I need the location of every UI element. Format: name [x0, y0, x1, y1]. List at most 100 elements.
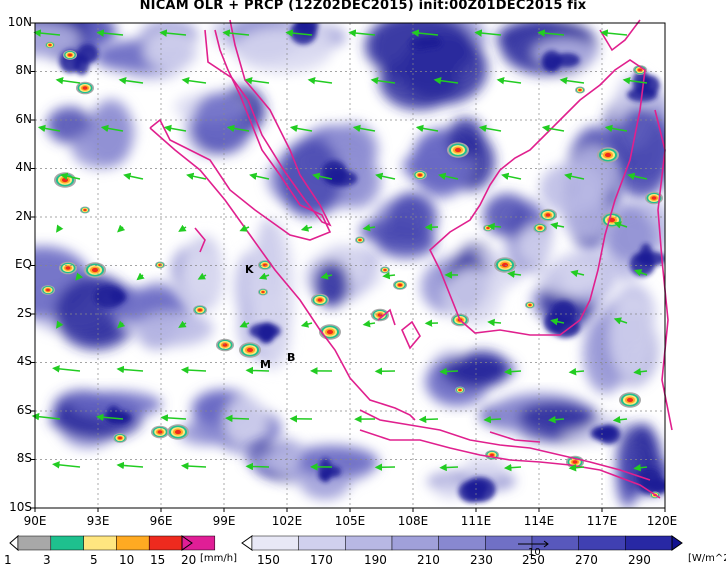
sumatra-east-coast	[149, 29, 332, 241]
wind-arrow	[163, 124, 187, 133]
wind-arrow	[375, 172, 396, 180]
x-tick-label: 114E	[523, 514, 555, 528]
wind-arrow	[300, 224, 313, 232]
x-tick-label: 108E	[397, 514, 429, 528]
wind-arrow	[96, 413, 124, 422]
wind-arrow	[503, 463, 522, 472]
y-tick-label: 8N	[15, 63, 32, 77]
x-tick-label: 102E	[271, 514, 303, 528]
wind-arrow	[312, 172, 333, 180]
bangka-island	[401, 320, 421, 350]
y-tick-label: 10N	[7, 15, 32, 29]
wind-arrow	[96, 29, 124, 37]
site-label-k: K	[245, 263, 254, 276]
wind-arrow	[633, 367, 648, 376]
precip-cell	[355, 236, 365, 244]
wind-arrow	[439, 463, 459, 472]
wind-arrow	[245, 366, 270, 375]
x-tick-label: 117E	[586, 514, 618, 528]
precip-tick: 5	[90, 553, 98, 567]
wind-arrow	[570, 269, 585, 278]
axis-ticks	[31, 22, 666, 512]
wind-arrow	[633, 463, 648, 472]
precip-cell	[380, 266, 390, 274]
vector-reference	[518, 540, 549, 548]
olr-tick: 210	[417, 553, 440, 567]
wind-arrow	[117, 320, 126, 329]
precip-cell	[54, 172, 76, 188]
wind-arrow	[600, 29, 628, 37]
wind-arrow	[612, 415, 628, 424]
wind-arrow	[320, 272, 333, 280]
olr-tick: 190	[364, 553, 387, 567]
malay-peninsula	[204, 19, 332, 227]
precip-cell	[193, 305, 207, 315]
olr-tick: 290	[628, 553, 651, 567]
wind-arrow	[438, 172, 459, 180]
wind-arrow	[197, 272, 207, 280]
olr-tick: 150	[257, 553, 280, 567]
wind-arrow	[550, 222, 565, 230]
precip-cell	[393, 280, 407, 290]
x-tick-label: 93E	[86, 514, 110, 528]
wind-arrow	[411, 29, 439, 37]
wind-arrow	[613, 221, 628, 229]
y-tick-label: 8S	[16, 451, 32, 465]
wind-arrow	[474, 29, 502, 37]
wind-vectors	[31, 29, 648, 472]
x-tick-label: 99E	[212, 514, 236, 528]
wind-arrow	[55, 76, 81, 85]
wind-arrow	[507, 270, 522, 278]
wind-arrow	[136, 272, 145, 281]
x-tick-label: 96E	[149, 514, 173, 528]
y-tick-label: 6N	[15, 112, 32, 126]
precip-cell	[533, 223, 547, 233]
wind-arrow	[100, 124, 124, 133]
map-title: NICAM OLR + PRCP (12Z02DEC2015) init:00Z…	[139, 0, 587, 13]
wind-arrow	[370, 76, 396, 85]
wind-arrow	[433, 76, 459, 85]
precip-cell	[155, 261, 165, 269]
small-island-2	[377, 308, 396, 326]
precip-cell	[167, 424, 189, 440]
wind-arrow	[117, 224, 126, 233]
precip-cell	[80, 206, 90, 214]
philippines-coast	[599, 19, 641, 52]
olr-tick: 230	[470, 553, 493, 567]
wind-arrow	[258, 272, 270, 280]
olr-field	[35, 23, 665, 508]
small-island-1	[194, 227, 206, 253]
wind-arrow	[160, 414, 187, 422]
wind-arrow	[439, 367, 459, 376]
precip-cell	[371, 308, 389, 322]
wind-arrow	[244, 76, 270, 85]
wind-arrow	[56, 320, 64, 329]
wind-arrow	[501, 172, 522, 180]
wind-arrow	[52, 365, 81, 373]
wind-arrow	[537, 29, 565, 37]
wind-arrow	[568, 367, 585, 376]
wind-arrow	[415, 124, 439, 133]
precip-cell	[494, 257, 516, 273]
precip-cell	[319, 324, 341, 340]
wind-arrow	[348, 29, 376, 37]
wind-arrow	[285, 29, 313, 37]
wind-arrow	[307, 76, 333, 85]
wind-arrow	[478, 124, 502, 133]
precip-cell	[258, 288, 268, 296]
wind-arrow	[52, 461, 81, 469]
precip-cell	[311, 293, 329, 307]
precip-colorbar	[9, 534, 216, 552]
wind-arrow	[622, 76, 648, 85]
wind-arrow	[352, 124, 376, 133]
y-tick-label: 4S	[16, 354, 32, 368]
y-tick-label: 2N	[15, 209, 32, 223]
precip-cell	[84, 262, 106, 278]
precip-cell	[575, 86, 585, 94]
wind-arrow	[226, 124, 250, 133]
precip-cell	[619, 392, 641, 408]
y-tick-label: 2S	[16, 306, 32, 320]
precip-cell	[239, 342, 261, 358]
x-tick-label: 111E	[460, 514, 492, 528]
